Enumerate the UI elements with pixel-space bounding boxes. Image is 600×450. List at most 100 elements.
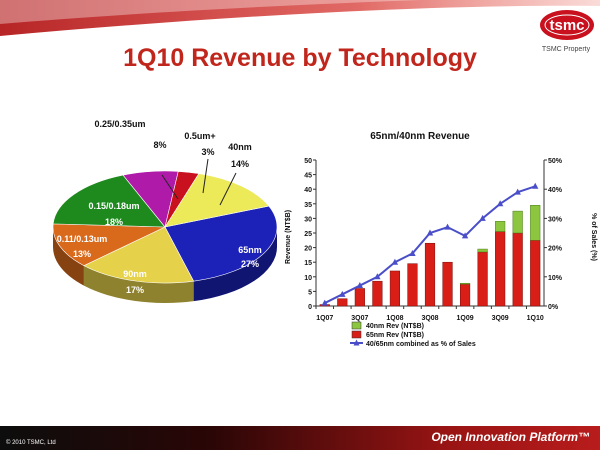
line-point-2Q08 — [409, 249, 416, 256]
y-tick-label: 45 — [304, 173, 312, 180]
y-tick-label: 0 — [308, 304, 312, 311]
x-tick-label: 3Q08 — [421, 315, 438, 322]
pie-value-90nm: 17% — [126, 285, 144, 295]
pie-value-0.25/0.35um: 8% — [153, 140, 166, 150]
legend-swatch-40nm — [351, 321, 362, 330]
bar-65nm-1Q08 — [389, 270, 400, 307]
y-tick-label: 40 — [304, 187, 312, 194]
pie-side-0.11/0.13um — [52, 227, 84, 286]
bar-65nm-4Q07 — [372, 280, 383, 307]
pie-label-0.15/0.18um: 0.15/0.18um — [88, 201, 139, 211]
logo-text: tsmc — [549, 17, 584, 34]
line-point-4Q07 — [374, 273, 381, 280]
bar-chart: 65nm/40nm Revenue Revenue (NT$B) % of Sa… — [285, 131, 597, 348]
x-tick-label: 1Q07 — [316, 315, 333, 322]
y2-tick-label: 20% — [548, 246, 563, 253]
pie-label-0.5um+: 0.5um+ — [184, 131, 215, 141]
pie-sides — [52, 227, 277, 303]
pie-slice-40nm — [164, 173, 270, 228]
line-point-2Q09 — [479, 214, 486, 221]
pie-leader-line — [202, 158, 209, 194]
pie-value-40nm: 14% — [231, 159, 249, 169]
pie-chart: 65nm 27% 90nm 17% 0.11/0.13um 13% 0.15/0.18um 1… — [52, 119, 278, 303]
line-marks — [321, 182, 539, 306]
y-tick-label: 50 — [304, 158, 312, 165]
line-point-1Q10 — [532, 182, 539, 189]
bar-legend: 40nm Rev (NT$B) 65nm Rev (NT$B) 40/65nm co… — [350, 321, 476, 348]
header-swoosh — [0, 0, 600, 36]
bar-65nm-3Q07 — [354, 288, 365, 307]
x-tick-label: 1Q09 — [457, 315, 474, 322]
pie-value-0.5um+: 3% — [201, 147, 214, 157]
y-tick-label: 20 — [304, 246, 312, 253]
pie-label-40nm: 40nm — [228, 142, 252, 152]
y2-tick-label: 50% — [548, 158, 563, 165]
x-tick-label: 1Q10 — [527, 315, 544, 322]
x-tick-label: 3Q09 — [492, 315, 509, 322]
y-tick-label: 5 — [308, 289, 312, 296]
y-tick-label: 35 — [304, 202, 312, 209]
pie-label-0.11/0.13um: 0.11/0.13um — [57, 234, 108, 244]
y2-axis-label: % of Sales (%) — [590, 213, 597, 261]
bar-40nm-1Q09 — [460, 282, 471, 285]
pie-leader-line — [219, 172, 237, 206]
line-point-4Q09 — [514, 188, 521, 195]
x-tick-label: 3Q07 — [351, 315, 368, 322]
line-point-1Q07 — [321, 299, 328, 306]
pie-slice-65nm — [164, 205, 278, 282]
y-tick-label: 25 — [304, 231, 312, 238]
legend-label-65nm: 65nm Rev (NT$B) — [366, 332, 424, 339]
bar-40nm-2Q09 — [477, 248, 488, 253]
tsmc-logo: tsmc — [538, 8, 596, 42]
pie-labels: 65nm 27% 90nm 17% 0.11/0.13um 13% 0.15/0.18um 1… — [57, 119, 262, 295]
logo-caption: TSMC Property — [541, 46, 591, 53]
pie-slice-0.11/0.13um — [52, 223, 166, 266]
y-tick-label: 10 — [304, 275, 312, 282]
pie-leader-line — [161, 174, 179, 200]
pie-side-65nm — [193, 227, 277, 302]
legend-marker-pct — [353, 339, 360, 346]
bar-65nm-3Q09 — [495, 231, 506, 307]
y-tick-label: 30 — [304, 216, 312, 223]
slide-title: 1Q10 Revenue by Technology — [123, 44, 477, 72]
y2-tick-label: 0% — [548, 304, 559, 311]
bar-40nm-4Q09 — [512, 210, 523, 234]
bar-65nm-2Q07 — [337, 298, 348, 307]
y-axis-label: Revenue (NT$B) — [285, 210, 292, 264]
pie-slice-0.15/0.18um — [52, 174, 166, 228]
bar-65nm-4Q08 — [442, 261, 453, 307]
bar-marks — [319, 205, 541, 307]
line-point-3Q09 — [496, 200, 504, 207]
pie-slices — [52, 170, 278, 284]
bar-65nm-2Q08 — [407, 263, 418, 307]
y2-tick-label: 40% — [548, 187, 563, 194]
y2-tick-label: 30% — [548, 216, 563, 223]
legend-swatch-65nm — [351, 330, 362, 339]
bar-65nm-3Q08 — [424, 242, 436, 307]
footer-tagline: Open Innovation Platform™ — [431, 430, 590, 444]
bar-65nm-2Q09 — [477, 251, 488, 307]
y2-tick-label: 10% — [548, 275, 563, 282]
pie-slice-90nm — [83, 226, 195, 284]
y-tick-label: 15 — [304, 260, 312, 267]
line-point-2Q07 — [339, 290, 346, 297]
copyright: © 2010 TSMC, Ltd — [6, 440, 56, 446]
pie-value-0.11/0.13um: 13% — [73, 249, 91, 259]
legend-label-pct: 40/65nm combined as % of Sales — [366, 341, 476, 348]
pie-label-90nm: 90nm — [123, 269, 147, 279]
pie-value-0.15/0.18um: 18% — [105, 217, 123, 227]
pie-label-0.25/0.35um: 0.25/0.35um — [94, 119, 145, 129]
line-point-3Q08 — [426, 229, 434, 236]
line-point-3Q07 — [356, 282, 364, 289]
line-point-1Q08 — [391, 258, 399, 265]
pie-label-65nm: 65nm — [238, 245, 262, 255]
bar-axes: 0 5 10 15 20 25 30 35 40 45 50 0% 10% 20% 30% 40% 50% 1Q0… — [304, 158, 563, 322]
line-point-1Q09 — [461, 232, 469, 239]
footer-bar — [0, 426, 600, 450]
line-point-4Q08 — [444, 223, 451, 230]
bar-65nm-1Q10 — [530, 240, 541, 307]
legend-label-40nm: 40nm Rev (NT$B) — [366, 323, 424, 330]
bar-chart-title: 65nm/40nm Revenue — [370, 131, 470, 142]
bar-65nm-1Q09 — [460, 283, 471, 307]
pie-value-65nm: 27% — [241, 259, 259, 269]
